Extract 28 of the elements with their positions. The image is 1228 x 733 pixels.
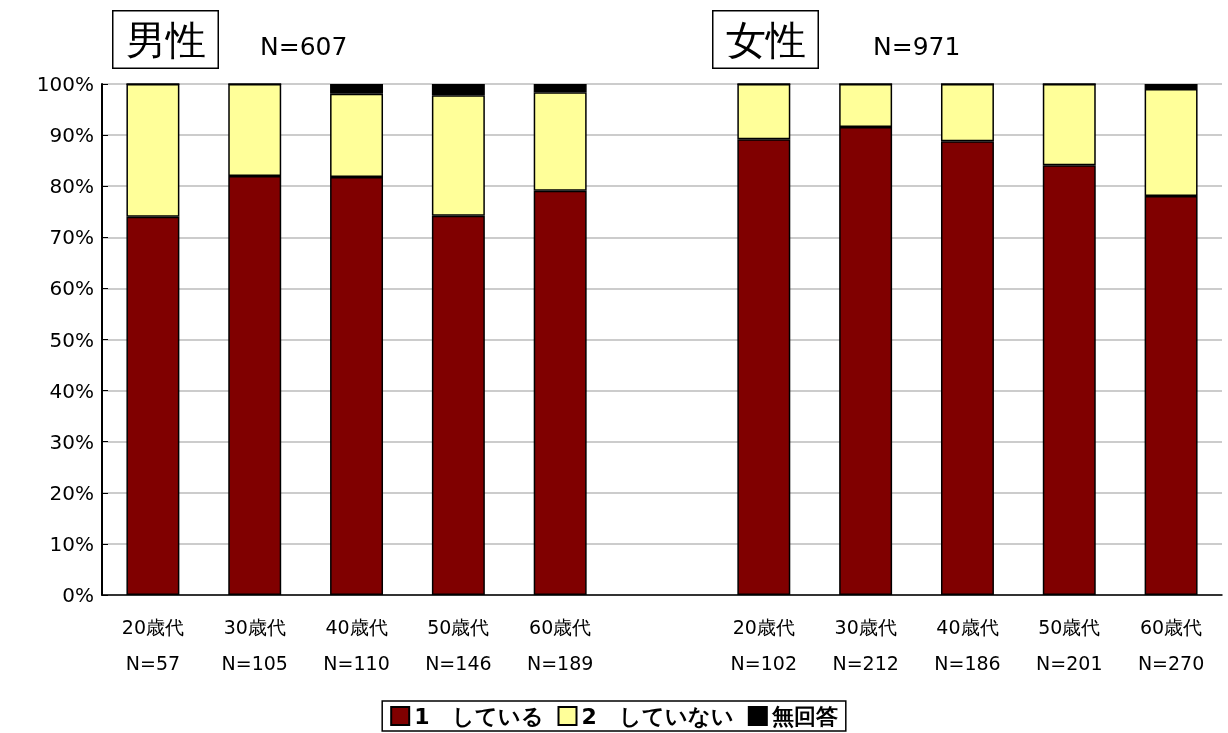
legend-label: 1 している: [414, 703, 544, 729]
y-tick-label: 50%: [49, 327, 94, 352]
y-tick-label: 80%: [49, 174, 94, 199]
x-tick-label: 50歳代 N=146: [425, 616, 492, 674]
text: N=607: [260, 32, 348, 61]
y-tick-label: 0%: [62, 583, 94, 607]
text: N=971: [873, 32, 961, 61]
x-tick-label: 50歳代 N=201: [1036, 616, 1103, 674]
y-tick-label: 20%: [49, 480, 94, 505]
y-tick-label: 40%: [49, 378, 94, 403]
x-tick-label: 40歳代 N=186: [934, 616, 1001, 674]
legend-label: 2 していない: [581, 703, 734, 729]
legend-label: 無回答: [770, 703, 838, 729]
x-tick-label: 60歳代 N=270: [1137, 616, 1205, 674]
y-tick-label: 70%: [49, 225, 94, 250]
y-tick-label: 90%: [49, 123, 94, 148]
x-tick-label: 40歳代 N=110: [323, 616, 390, 674]
text: 男性: [125, 16, 206, 63]
x-tick-label: 60歳代 N=189: [526, 616, 594, 674]
y-tick-label: 10%: [49, 531, 94, 556]
text: 女性: [725, 16, 806, 63]
x-tick-label: 20歳代 N=57: [121, 616, 184, 674]
x-tick-label: 20歳代 N=102: [730, 616, 798, 674]
x-tick-label: 30歳代 N=212: [832, 616, 899, 674]
y-tick-label: 30%: [49, 429, 94, 454]
y-tick-label: 60%: [49, 276, 94, 301]
x-tick-label: 30歳代 N=105: [221, 616, 288, 674]
y-tick-label: 100%: [36, 72, 94, 96]
